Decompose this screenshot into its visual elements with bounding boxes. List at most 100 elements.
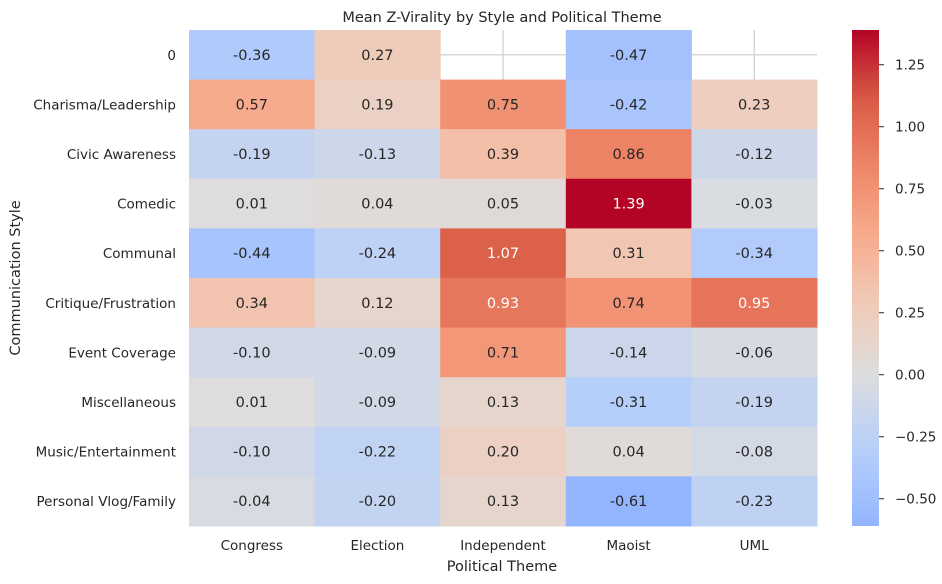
cell-value-label: 0.01 [236,197,268,213]
cell-value-label: -0.09 [359,345,397,361]
x-tick-label: Independent [460,538,546,554]
heatmap-cell [189,278,316,329]
heatmap-cell [314,79,441,130]
cell-value-label: -0.19 [735,395,773,411]
heatmap-cell [314,377,441,428]
heatmap-cell [189,79,316,130]
cell-value-label: -0.31 [610,395,648,411]
colorbar-tick-label: 0.25 [895,306,925,322]
cell-value-label: 0.20 [487,445,519,461]
heatmap-cell [691,327,818,378]
heatmap-cell [691,377,818,428]
cell-value-label: 0.75 [487,97,519,113]
cell-value-label: -0.23 [735,494,773,510]
heatmap-cell [189,178,316,229]
heatmap-cell [440,377,567,428]
cell-value-label: -0.42 [610,97,648,113]
heatmap-cell [565,30,692,81]
cell-value-label: -0.09 [359,395,397,411]
heatmap-cell [440,278,567,329]
cell-value-label: 0.23 [738,97,770,113]
x-tick-label: UML [740,538,770,554]
heatmap-cell [691,228,818,279]
y-tick-labels: 0 Charisma/Leadership Civic Awareness Comed… [33,48,176,510]
heatmap-cell [440,178,567,229]
heatmap-cell [314,178,441,229]
heatmap-cell [565,426,692,477]
colorbar-ticks: 1.25 1.00 0.75 0.50 0.25 0.00 −0.25 −0.50 [879,58,936,508]
heatmap-cell [440,476,567,527]
cell-value-label: -0.12 [735,147,773,163]
y-tick-label: Music/Entertainment [36,445,176,461]
heatmap-cell [314,426,441,477]
cell-value-label: -0.06 [735,345,773,361]
cell-value-label: 1.39 [612,197,644,213]
cell-value-label: -0.19 [233,147,271,163]
y-tick-label: Comedic [117,197,176,213]
heatmap-cell [189,327,316,378]
heatmap-cell [314,129,441,180]
cell-value-label: -0.10 [233,345,271,361]
heatmap-cell [189,426,316,477]
cell-value-label: -0.04 [233,494,271,510]
heatmap-cell [565,79,692,130]
heatmap-cell [314,30,441,81]
heatmap-cell [440,228,567,279]
cell-value-label: 0.05 [487,197,519,213]
cell-value-label: 0.19 [361,97,393,113]
cell-value-label: -0.20 [359,494,397,510]
colorbar-tick-label: −0.50 [895,492,936,508]
heatmap-cell [565,476,692,527]
heatmap-cell [314,476,441,527]
cell-value-label: -0.61 [610,494,648,510]
cell-value-label: -0.36 [233,48,271,64]
heatmap-cell [565,228,692,279]
heatmap-cell [565,129,692,180]
heatmap-cell [565,178,692,229]
cell-value-label: 0.39 [487,147,519,163]
heatmap-cell [565,377,692,428]
cell-value-label: -0.34 [735,246,773,262]
heatmap-cell [314,228,441,279]
y-tick-label: Communal [103,246,176,262]
y-tick-label: Civic Awareness [67,147,176,163]
cell-value-label: 0.86 [612,147,644,163]
heatmap-cell [691,129,818,180]
cell-value-label: 0.13 [487,494,519,510]
cell-value-label: -0.47 [610,48,648,64]
colorbar-tick-label: 1.00 [895,120,925,136]
heatmap-cell [691,278,818,329]
cell-value-label: -0.08 [735,445,773,461]
heatmap-cell [440,327,567,378]
cell-value-label: 0.93 [487,296,519,312]
cell-value-label: 0.34 [236,296,268,312]
x-tick-label: Congress [221,538,283,554]
colorbar-tick-label: 0.75 [895,182,925,198]
heatmap-cells: -0.36 0.27 -0.47 0.57 0.19 0.75 -0.42 0.23 -0.19… [189,30,818,527]
colorbar [852,30,879,526]
heatmap-cell [189,30,316,81]
cell-value-label: 0.31 [612,246,644,262]
x-axis-label: Political Theme [447,559,557,575]
colorbar-tick-label: 0.50 [895,244,925,260]
x-tick-label: Maoist [606,538,650,554]
heatmap-cell [440,426,567,477]
x-tick-labels: Congress Election Independent Maoist UML [221,538,770,554]
heatmap-cell [189,228,316,279]
cell-value-label: 1.07 [487,246,519,262]
colorbar-tick-label: 0.00 [895,368,925,384]
cell-value-label: -0.44 [233,246,271,262]
cell-value-label: -0.10 [233,445,271,461]
cell-value-label: -0.03 [735,197,773,213]
heatmap-cell [565,278,692,329]
cell-value-label: 0.95 [738,296,770,312]
cell-value-label: -0.13 [359,147,397,163]
cell-value-label: 0.04 [361,197,393,213]
heatmap-cell [440,129,567,180]
y-tick-label: Critique/Frustration [45,296,176,312]
heatmap-cell [314,278,441,329]
colorbar-tick-label: 1.25 [895,58,925,74]
heatmap-cell [691,79,818,130]
cell-value-label: 0.74 [612,296,644,312]
